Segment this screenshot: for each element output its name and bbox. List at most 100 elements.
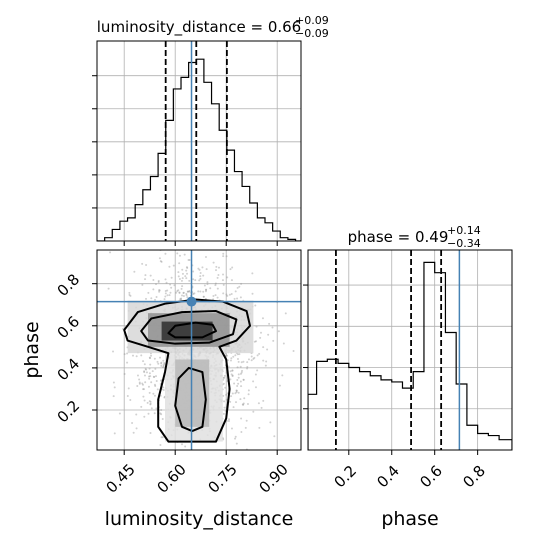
sample-point [231, 266, 234, 269]
sample-point [239, 365, 242, 368]
sample-point [157, 362, 160, 365]
sample-point [199, 275, 202, 278]
sample-point [184, 275, 187, 278]
sample-point [159, 260, 162, 263]
sample-point [237, 373, 240, 376]
sample-point [266, 348, 269, 351]
sample-point [224, 386, 227, 389]
sample-point [246, 403, 249, 406]
sample-point [212, 261, 215, 264]
sample-point [162, 389, 165, 392]
sample-point [185, 292, 188, 295]
sample-point [176, 290, 179, 293]
phase-title-plus: +0.14 [447, 224, 481, 237]
sample-point [222, 292, 225, 295]
sample-point [149, 274, 152, 277]
sample-point [140, 405, 143, 408]
sample-point [271, 326, 274, 329]
sample-point [250, 355, 253, 358]
sample-point [215, 265, 218, 268]
sample-point [150, 297, 153, 300]
sample-point [153, 376, 156, 379]
sample-point [254, 304, 257, 307]
sample-point [225, 354, 228, 357]
sample-point [160, 260, 163, 263]
sample-point [222, 283, 225, 286]
sample-point [177, 271, 180, 274]
sample-point [148, 375, 151, 378]
sample-point [142, 360, 145, 363]
sample-point [226, 276, 229, 279]
sample-point [149, 375, 152, 378]
sample-point [232, 355, 235, 358]
sample-point [203, 284, 206, 287]
sample-point [162, 365, 165, 368]
phase-quantile-lines [335, 250, 443, 450]
sample-point [88, 318, 90, 320]
sample-point [272, 339, 275, 342]
sample-point [202, 295, 205, 298]
sample-point [160, 364, 163, 367]
sample-point [181, 277, 184, 280]
sample-point [205, 268, 208, 271]
sample-point [230, 357, 233, 360]
sample-point [160, 361, 163, 364]
sample-point [251, 272, 254, 275]
sample-point [258, 426, 261, 429]
sample-point [141, 383, 144, 386]
sample-point [246, 361, 249, 364]
sample-point [186, 296, 189, 299]
y-tick-label: 0.4 [54, 355, 84, 385]
sample-point [169, 283, 172, 286]
sample-point [165, 281, 168, 284]
sample-point [180, 298, 183, 301]
sample-point [235, 442, 238, 445]
x-tick-label: 0.60 [153, 460, 189, 496]
sample-point [256, 369, 259, 372]
sample-point [197, 290, 200, 293]
sample-point [162, 363, 165, 366]
sample-point [199, 271, 202, 274]
sample-point [144, 367, 147, 370]
sample-point [253, 356, 256, 359]
sample-point [118, 412, 121, 415]
sample-point [216, 287, 219, 290]
sample-point [145, 371, 148, 374]
sample-point [162, 386, 165, 389]
sample-point [107, 287, 110, 290]
sample-point [158, 257, 161, 260]
luminosity-distance-histogram-panel: luminosity_distance = 0.66 +0.09 −0.09 [92, 14, 329, 246]
sample-point [164, 289, 167, 292]
contour-line [167, 321, 217, 339]
sample-point [228, 418, 231, 421]
x-tick-label: 0.90 [255, 460, 291, 496]
sample-point [206, 281, 209, 284]
sample-point [178, 291, 181, 294]
sample-point [231, 392, 234, 395]
sample-point [143, 415, 146, 418]
sample-point [160, 408, 163, 411]
sample-point [260, 331, 263, 334]
sample-point [188, 290, 191, 293]
sample-point [193, 292, 196, 295]
luminosity-distance-quantile-lines [164, 41, 228, 241]
sample-point [254, 386, 257, 389]
sample-point [229, 370, 232, 373]
phase-histogram-bars [308, 261, 512, 450]
sample-point [163, 362, 166, 365]
sample-point [235, 401, 238, 404]
sample-point [243, 397, 246, 400]
sample-point [188, 279, 191, 282]
sample-point [252, 380, 255, 383]
sample-point [141, 382, 144, 385]
sample-point [159, 412, 162, 415]
luminosity-distance-title: luminosity_distance = 0.66 [97, 18, 301, 37]
sample-point [205, 288, 208, 291]
sample-point [132, 431, 135, 434]
sample-point [242, 378, 245, 381]
sample-point [240, 430, 243, 433]
sample-point [161, 436, 164, 439]
contour-line [140, 310, 238, 345]
phase-histogram-tick-labels: 0.2 0.4 0.6 0.8 [330, 462, 488, 492]
